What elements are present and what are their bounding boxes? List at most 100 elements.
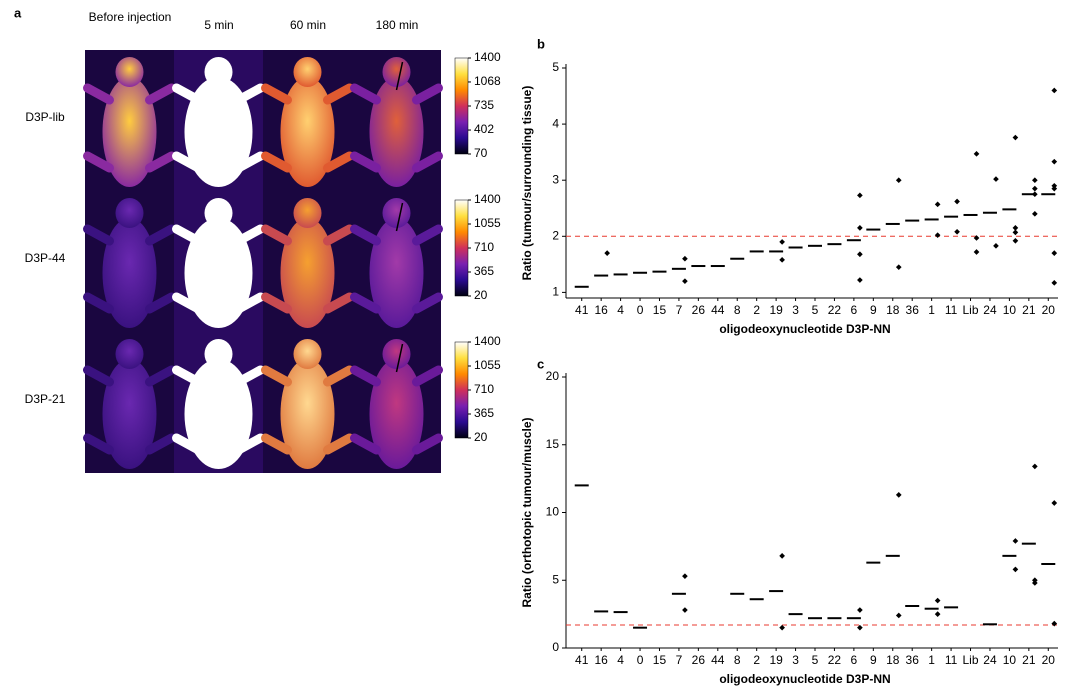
column-header: 60 min	[289, 18, 327, 32]
x-tick-label: 18	[886, 653, 900, 667]
x-tick-label: 24	[983, 303, 997, 317]
mouse-limb	[350, 151, 381, 173]
mouse-limb	[145, 151, 176, 173]
y-tick-label: 5	[552, 60, 559, 74]
mouse-body	[369, 359, 424, 469]
x-tick-label: 5	[812, 303, 819, 317]
x-tick-label: 26	[692, 653, 706, 667]
mouse-head	[293, 57, 322, 87]
mouse-limb	[350, 292, 381, 314]
mouse-head	[382, 57, 411, 87]
data-point	[1032, 191, 1038, 198]
mouse-limb	[83, 151, 114, 173]
x-tick-label: 10	[1003, 303, 1017, 317]
mouse-limb	[145, 433, 176, 455]
arrow	[395, 202, 404, 232]
x-tick-label: 7	[676, 653, 683, 667]
x-tick-label: 0	[637, 303, 644, 317]
panel-label: a	[14, 5, 22, 20]
data-point	[779, 257, 785, 263]
data-point	[1051, 158, 1058, 165]
data-point	[1012, 225, 1019, 231]
x-tick-label: 0	[637, 653, 644, 667]
x-tick-label: 16	[594, 653, 608, 667]
mouse-limb	[83, 83, 114, 105]
colorbar-tick-label: 365	[474, 406, 494, 420]
mouse-head	[382, 339, 411, 369]
colorbar-tick-label: 20	[474, 430, 488, 444]
mouse-limb	[145, 224, 176, 246]
y-tick-label: 1	[552, 285, 559, 299]
mouse-limb	[323, 224, 354, 246]
x-tick-label: 2	[753, 653, 760, 667]
data-point	[993, 176, 999, 182]
mouse-limb	[234, 365, 265, 387]
data-point	[1051, 87, 1058, 94]
colorbar-tick-label: 1055	[474, 216, 501, 230]
data-point	[1032, 177, 1038, 184]
mouse-body	[280, 359, 335, 469]
colorbar	[454, 57, 469, 155]
data-point	[604, 250, 610, 256]
data-point	[934, 597, 941, 604]
data-point	[682, 278, 688, 284]
mouse-body	[102, 77, 157, 187]
data-point	[895, 264, 902, 270]
x-tick-label: 26	[692, 303, 706, 317]
x-tick-label: 11	[945, 303, 958, 317]
data-point	[682, 255, 688, 262]
mouse-head	[293, 339, 322, 369]
mouse-limb	[412, 151, 443, 173]
mouse-limb	[172, 224, 203, 246]
x-tick-label: Lib	[963, 653, 979, 667]
colorbar	[454, 199, 469, 297]
arrow	[395, 343, 404, 373]
x-tick-label: 8	[734, 303, 741, 317]
x-tick-label: 24	[983, 653, 997, 667]
data-point	[973, 249, 980, 255]
x-tick-label: 11	[945, 653, 958, 667]
mouse-body	[280, 218, 335, 328]
mouse-limb	[234, 224, 265, 246]
mouse-limb	[412, 292, 443, 314]
y-tick-label: 4	[552, 116, 559, 130]
x-tick-label: 18	[886, 303, 900, 317]
row-label: D3P-lib	[25, 110, 65, 124]
mouse-limb	[412, 433, 443, 455]
colorbar-tick-label: 710	[474, 382, 494, 396]
mouse-body	[184, 359, 253, 469]
x-tick-label: 10	[1003, 653, 1017, 667]
mouse-body	[102, 359, 157, 469]
x-tick-label: 6	[851, 303, 858, 317]
x-tick-label: 19	[769, 653, 783, 667]
data-point	[1012, 538, 1019, 544]
x-tick-label: 9	[870, 653, 877, 667]
mouse-limb	[234, 151, 265, 173]
panel-label: b	[537, 36, 545, 51]
colorbar-tick-label: 1400	[474, 192, 501, 206]
data-point	[934, 611, 941, 617]
mouse-limb	[323, 292, 354, 314]
x-tick-label: 36	[906, 303, 920, 317]
colorbar-tick-label: 70	[474, 146, 488, 160]
data-point	[1032, 185, 1038, 192]
colorbar-tick-label: 735	[474, 98, 494, 112]
x-axis-label: oligodeoxynucleotide D3P-NN	[719, 322, 890, 336]
mouse-limb	[323, 365, 354, 387]
mouse-limb	[412, 83, 443, 105]
mouse-limb	[83, 433, 114, 455]
x-tick-label: Lib	[963, 303, 979, 317]
mouse-limb	[234, 292, 265, 314]
data-point	[954, 198, 960, 205]
data-point	[1012, 229, 1019, 236]
mouse-body	[280, 77, 335, 187]
mouse-limb	[83, 365, 114, 387]
mouse-limb	[350, 83, 381, 105]
data-point	[682, 607, 688, 613]
data-point	[1012, 237, 1019, 244]
data-point	[993, 243, 999, 249]
colorbar-tick-label: 1400	[474, 50, 501, 64]
x-tick-label: 8	[734, 653, 741, 667]
mouse-limb	[412, 365, 443, 387]
